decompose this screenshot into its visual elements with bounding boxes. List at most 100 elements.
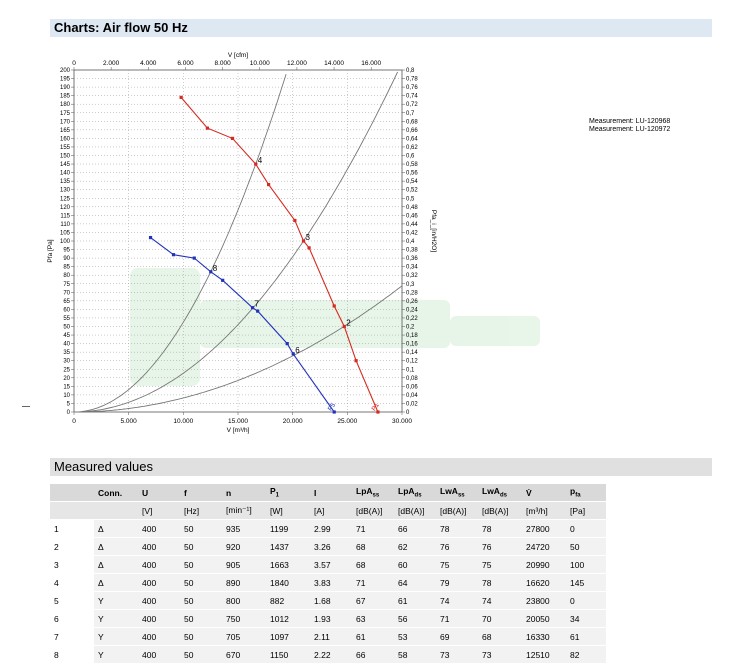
table-cell: 50 (180, 537, 222, 556)
table-cell: 890 (222, 573, 266, 592)
header-cell: Conn. (94, 484, 138, 502)
table-cell: 50 (180, 645, 222, 664)
unit-cell: [dB(A)] (352, 501, 394, 520)
table-row: 8 Y 400 50 670 1150 2.22 66 58 73 73 12510 82 (50, 645, 606, 664)
x2-tick-label: 0 (72, 60, 76, 67)
table-cell: 71 (352, 573, 394, 592)
table-cell: Y (94, 627, 138, 646)
table-cell: 0 (566, 519, 606, 538)
y2-tick-label: 0,48 (406, 205, 418, 211)
table-cell: 920 (222, 537, 266, 556)
header-cell: U (138, 484, 180, 502)
unit-cell: [A] (310, 501, 352, 520)
table-cell: 75 (478, 555, 522, 574)
table-section-header: Measured values (50, 458, 712, 476)
table-cell: 400 (138, 555, 180, 574)
y2-axis-label: Pfa_i_[in/H2O] (430, 210, 437, 252)
table-cell: 78 (478, 573, 522, 592)
table-cell: 70 (478, 609, 522, 628)
y2-tick-label: 0,1 (406, 367, 415, 373)
table-cell: 68 (478, 627, 522, 646)
table-cell: 34 (566, 609, 606, 628)
table-cell: 74 (478, 591, 522, 610)
y2-tick-label: 0,04 (406, 393, 418, 399)
x2-tick-label: 14.000 (324, 60, 344, 67)
operating-point-label: 6 (295, 346, 300, 355)
header-cell: I (310, 484, 352, 502)
unit-cell: [dB(A)] (436, 501, 478, 520)
fan-curve-point (171, 253, 176, 257)
table-cell: 935 (222, 519, 266, 538)
y-tick-label: 110 (60, 222, 70, 228)
y-tick-label: 180 (60, 102, 71, 108)
x-tick-label: 25.000 (337, 418, 357, 425)
header-index-cell (50, 484, 94, 502)
y-tick-label: 195 (60, 77, 71, 83)
y2-tick-label: 0,7 (406, 111, 415, 117)
table-section-title: Measured values (54, 459, 153, 474)
y-tick-label: 150 (60, 154, 71, 160)
y2-tick-label: 0,72 (406, 102, 418, 108)
x2-tick-label: 2.000 (103, 60, 120, 67)
header-cell: V̇ (522, 484, 566, 502)
fan-curve-point (192, 256, 196, 260)
y2-tick-label: 0,36 (406, 256, 418, 262)
table-cell: Δ (94, 537, 138, 556)
row-index-cell: 6 (50, 609, 94, 628)
table-cell: Δ (94, 573, 138, 592)
y-tick-label: 85 (63, 265, 70, 271)
table-cell: Δ (94, 555, 138, 574)
x-tick-label: 20.000 (283, 418, 303, 425)
table-cell: 100 (566, 555, 606, 574)
y-tick-label: 190 (60, 85, 71, 91)
fan-curve-point (342, 324, 346, 329)
row-index-cell: 2 (50, 537, 94, 556)
fan-curve-point (254, 162, 258, 166)
table-cell: 1437 (266, 537, 310, 556)
y-tick-label: 25 (63, 367, 70, 373)
y2-tick-label: 0,32 (406, 273, 418, 279)
table-cell: 400 (138, 573, 180, 592)
header-cell: LwAds (478, 484, 522, 502)
y2-tick-label: 0,24 (406, 307, 418, 313)
table-cell: 1840 (266, 573, 310, 592)
table-cell: 0 (566, 591, 606, 610)
table-cell: 66 (352, 645, 394, 664)
fan-curve-point (376, 410, 380, 414)
y-tick-label: 80 (63, 273, 70, 279)
table-cell: 400 (138, 627, 180, 646)
table-row: 1 Δ 400 50 935 1199 2.99 71 66 78 78 27800 0 (50, 519, 606, 538)
table-cell: 400 (138, 537, 180, 556)
table-row: 2 Δ 400 50 920 1437 3.26 68 62 76 76 24720 50 (50, 537, 606, 556)
table-cell: 1012 (266, 609, 310, 628)
unit-cell: [V] (138, 501, 180, 520)
y2-tick-label: 0,62 (406, 145, 418, 151)
fan-curve-point (230, 136, 235, 140)
x-tick-label: 5.000 (121, 418, 138, 425)
table-cell: 66 (394, 519, 436, 538)
y-tick-label: 160 (60, 136, 71, 142)
y2-tick-label: 0,02 (406, 401, 418, 407)
fan-curve-point (301, 239, 306, 243)
table-cell: 23800 (522, 591, 566, 610)
curve-end-label: P1 (371, 402, 382, 413)
x2-tick-label: 12.000 (287, 60, 307, 67)
fan-curve-point (179, 95, 183, 99)
unit-cell: [W] (266, 501, 310, 520)
table-row: 5 Y 400 50 800 882 1.68 67 61 74 74 23800 0 (50, 591, 606, 610)
table-cell: 76 (478, 537, 522, 556)
y-tick-label: 125 (60, 196, 71, 202)
x2-tick-label: 8.000 (214, 60, 231, 67)
system-curve (74, 285, 403, 413)
table-row: 3 Δ 400 50 905 1663 3.57 68 60 75 75 20990 100 (50, 555, 606, 574)
unit-cell: [dB(A)] (394, 501, 436, 520)
header-cell: n (222, 484, 266, 502)
table-cell: 50 (180, 573, 222, 592)
y2-tick-label: 0,26 (406, 299, 418, 305)
table-cell: 705 (222, 627, 266, 646)
x2-axis-label: V [cfm] (228, 52, 248, 59)
fan-curve-line (150, 237, 335, 413)
fan-curve-point (354, 359, 358, 363)
y-tick-label: 120 (60, 205, 71, 211)
table-cell: 3.57 (310, 555, 352, 574)
